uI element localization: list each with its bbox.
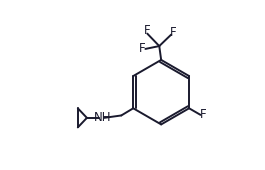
Text: F: F [200,108,207,121]
Text: F: F [139,42,145,55]
Text: F: F [170,26,177,39]
Text: NH: NH [94,111,112,124]
Text: F: F [144,24,151,37]
